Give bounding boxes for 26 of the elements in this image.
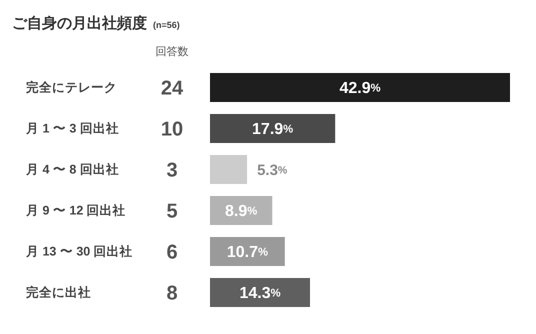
chart-subtitle: (n=56) [153, 20, 180, 30]
y-tick-label: 月 4 〜 8 回出社 [25, 162, 119, 176]
text: 回答数 [156, 46, 188, 58]
y-tick-label: 完全にテレーク [26, 80, 117, 94]
text: 10 [160, 118, 184, 140]
y-tick-label: 月 1 〜 3 回出社 [25, 120, 119, 136]
y-tick-label: 月 9 〜 12 回出社 [25, 202, 126, 218]
data-label: 17.9% [252, 121, 294, 138]
text: 24 [160, 78, 184, 100]
text: 6 [166, 242, 178, 264]
bar [210, 73, 510, 102]
data-label: 42.9% [339, 80, 381, 97]
data-label: 8.9% [225, 203, 258, 220]
data-label: 10.7% [226, 244, 268, 261]
bar [210, 155, 248, 184]
bar [210, 237, 285, 266]
text: 5 [166, 200, 178, 222]
y-tick-label: 完全に出社 [26, 284, 91, 300]
data-label: 5.3% [257, 162, 288, 179]
text: 8 [166, 282, 178, 304]
bar [210, 278, 310, 307]
text: ご自身の月出社頻度 [12, 15, 147, 32]
y-tick-label: 月 13 〜 30 回出社 [25, 244, 133, 258]
data-label: 14.3% [239, 285, 281, 302]
text: 3 [166, 160, 178, 182]
bar [210, 114, 336, 143]
